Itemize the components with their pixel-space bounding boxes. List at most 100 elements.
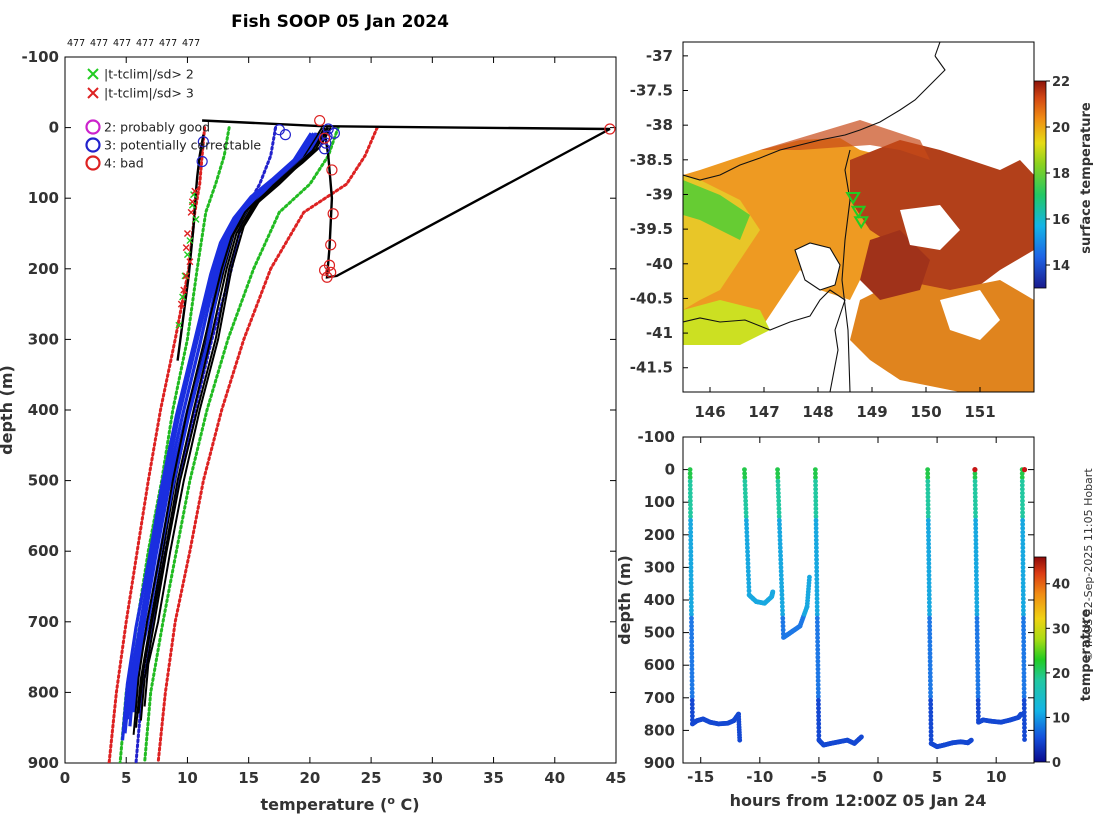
cast-point [925, 467, 931, 472]
qc-profile-line [125, 132, 318, 720]
cast-point [778, 568, 784, 574]
cast-point [927, 608, 932, 613]
cast-point [780, 623, 786, 629]
cast-point [742, 467, 747, 472]
cast-point [688, 584, 694, 590]
cast-point [814, 568, 820, 574]
cast-point [816, 709, 821, 715]
cast-point [775, 475, 781, 480]
flag-bad-marker [318, 264, 331, 276]
cast-point [688, 545, 694, 551]
cast-point [688, 510, 693, 516]
cast-point [974, 608, 980, 613]
cast-point [688, 572, 694, 578]
y-tick-label: 0 [49, 119, 59, 137]
cast-point [928, 698, 934, 703]
cast-point [742, 475, 748, 480]
cast-point [1021, 619, 1026, 625]
cast-point [779, 592, 785, 598]
time-x-tick-label: 0 [873, 768, 883, 786]
sst-coastal-green [683, 180, 750, 240]
cast-point [975, 686, 981, 692]
climatology-line [107, 126, 207, 763]
cast-point [689, 647, 695, 652]
cast-point [928, 733, 934, 739]
cast-point [972, 498, 978, 504]
cast-point [775, 490, 781, 496]
cast-point [1021, 678, 1027, 684]
flag-3sd-marker [182, 244, 190, 252]
cast-point [687, 482, 693, 488]
cast-point [688, 553, 694, 559]
flag-bad-marker [326, 164, 338, 176]
cast-point [975, 651, 980, 656]
cast-point [689, 608, 694, 613]
cast-point [688, 561, 694, 566]
profile-panel: Fish SOOP 05 Jan 2024 477 477 477 477 477 477… [0, 12, 626, 814]
good-profiles [120, 127, 332, 741]
cast-point [972, 490, 978, 496]
cast-point [737, 737, 743, 743]
cast-point [1020, 498, 1025, 504]
cast-point [813, 482, 818, 488]
cast-point [688, 580, 694, 586]
map-x-tick-label: 146 [694, 403, 725, 421]
cast-point [745, 565, 751, 570]
cast-point [814, 619, 820, 625]
cast-point [688, 506, 693, 512]
sst-field [683, 42, 1034, 392]
cast-point [742, 471, 748, 476]
cast-point [689, 619, 694, 625]
cast-point [816, 733, 822, 739]
profile-y-axis-label: depth (m) [0, 365, 16, 455]
cast-point [973, 572, 979, 578]
cast-point [926, 549, 932, 555]
cast-point [742, 482, 748, 488]
cast-point [776, 502, 782, 508]
cast-point [975, 682, 981, 688]
x-tick-label: 25 [361, 769, 382, 787]
cast-point [1019, 478, 1025, 484]
cast-point [1021, 639, 1027, 645]
cast-point [975, 666, 981, 672]
cast-point [928, 701, 934, 707]
cast-point [779, 600, 785, 606]
cast-point [975, 658, 980, 664]
cast-point [744, 533, 750, 539]
cast-point [815, 623, 820, 629]
cast-point [927, 623, 933, 629]
cast-point [1021, 670, 1027, 676]
cast-point [745, 557, 751, 562]
cast-point [1020, 568, 1026, 574]
sst-warm-region [683, 138, 900, 345]
cast-point [778, 553, 783, 559]
cast-point [974, 631, 980, 637]
cast-point [973, 518, 979, 523]
cast-point [813, 518, 819, 523]
cast-point [815, 651, 821, 656]
temp-colorbar-tick-label: 30 [1052, 622, 1070, 637]
cast-point [689, 611, 694, 617]
legend-circle-marker [85, 137, 101, 153]
cast-point [815, 674, 821, 680]
cast-point [1020, 541, 1026, 547]
cast-point [1021, 635, 1027, 641]
cast-point [973, 549, 979, 555]
flag-3sd-marker [183, 230, 191, 237]
cast-point [1021, 631, 1027, 637]
cast-point [1022, 725, 1027, 731]
cast-point [776, 510, 782, 516]
cast-point [687, 494, 693, 500]
cast-point [746, 588, 752, 594]
cast-point [927, 658, 933, 664]
cast-point [925, 494, 931, 500]
time-y-tick-label: 700 [644, 689, 675, 707]
x-tick-label: 0 [60, 769, 70, 787]
cast-point [973, 529, 979, 535]
cast-point [777, 533, 783, 539]
cast-point [926, 580, 932, 586]
cast-point [925, 521, 931, 527]
cast-point [688, 533, 694, 539]
cast-point [813, 490, 819, 496]
cast-point [745, 549, 750, 555]
